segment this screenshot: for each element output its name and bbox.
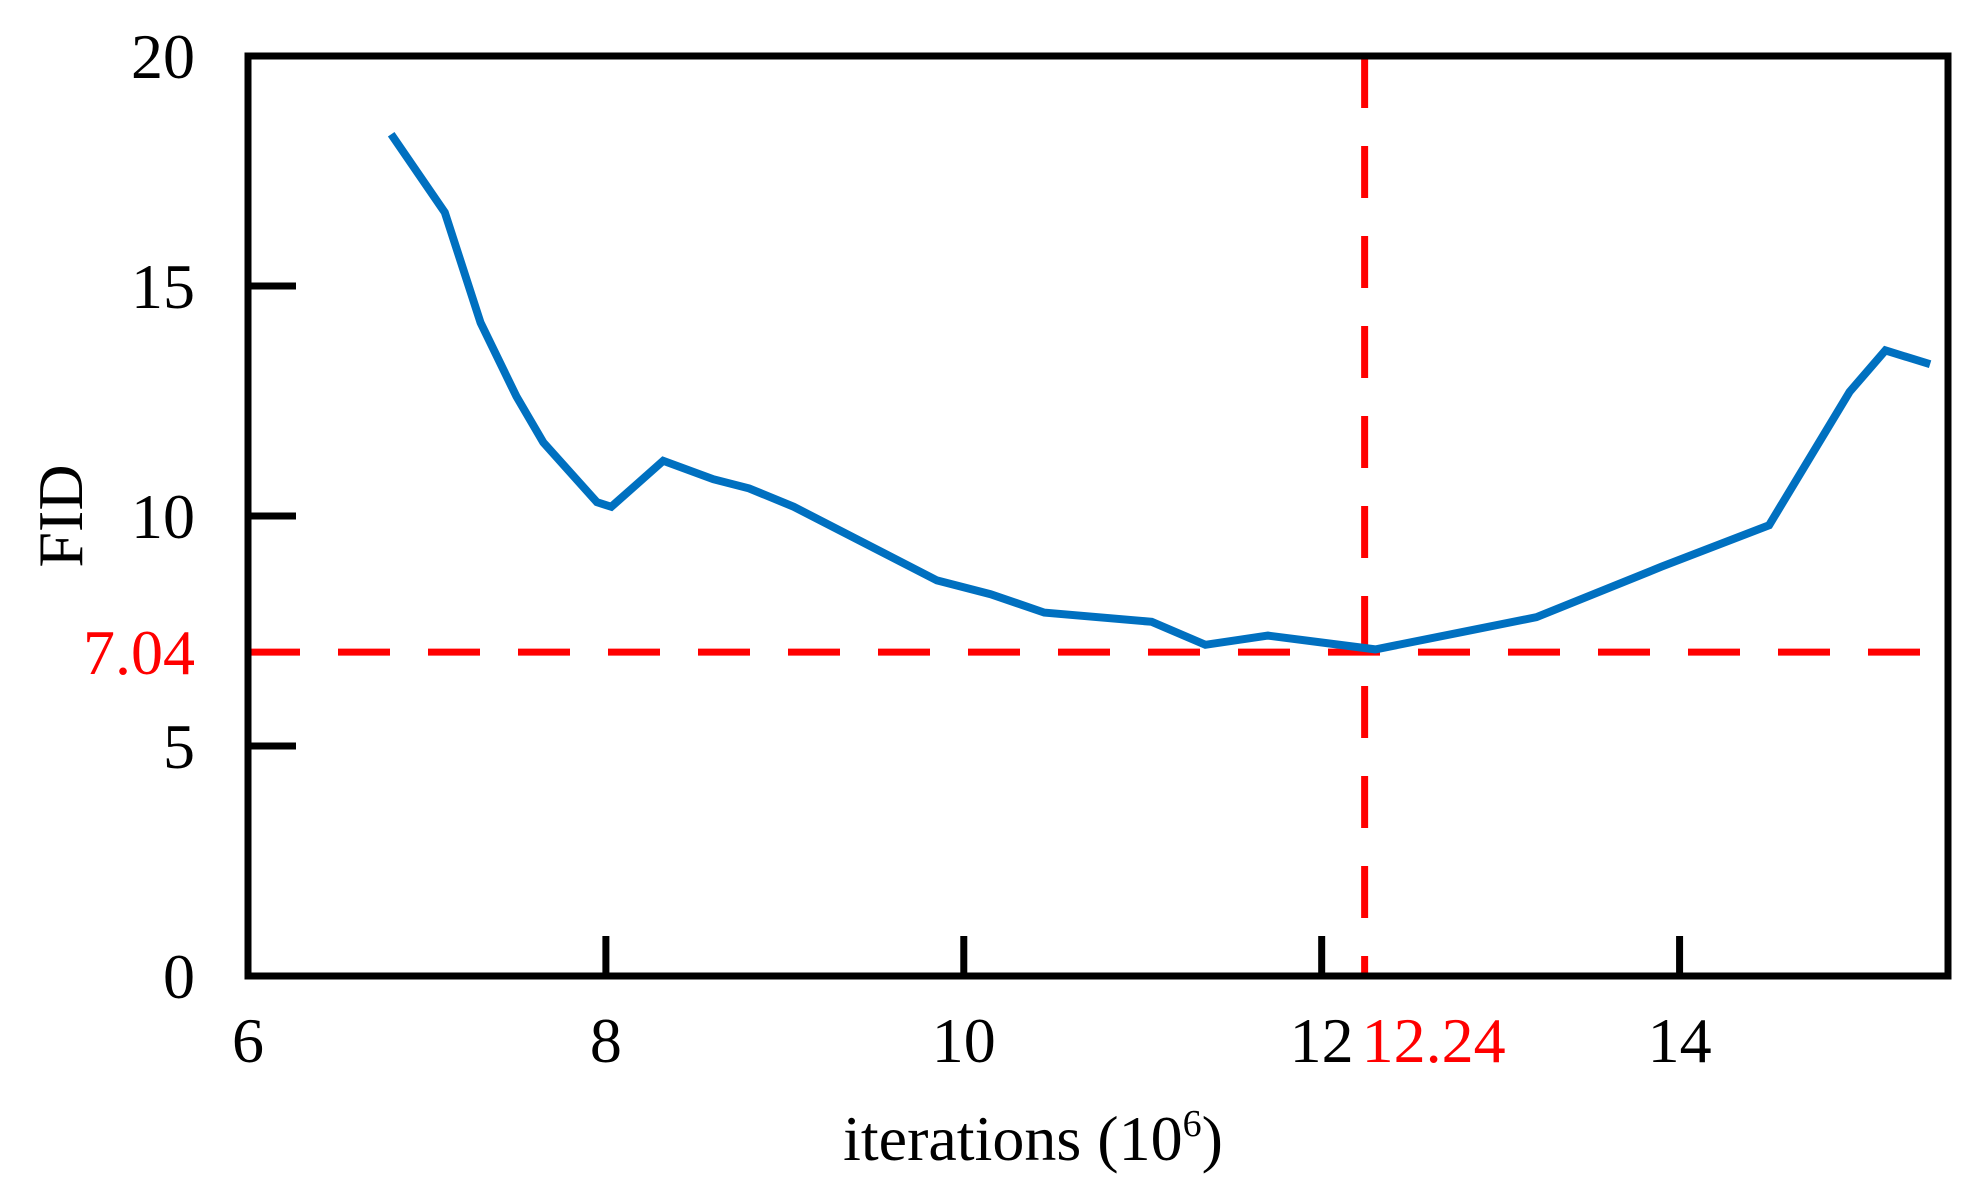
x-tick-marks: [602, 936, 1684, 976]
y-tick-labels: 0 5 10 15 20: [131, 21, 195, 1012]
y-tick-label: 20: [131, 21, 195, 92]
x-tick-labels: 6 8 10 12 14: [232, 1005, 1712, 1076]
y-tick-label: 10: [131, 481, 195, 552]
series-layer: [387, 131, 1932, 654]
x-tick-label: 14: [1648, 1005, 1712, 1076]
x-tick-label: 12: [1290, 1005, 1354, 1076]
x-axis-title: iterations (106): [843, 1103, 1223, 1174]
y-tick-label: 0: [163, 941, 195, 1012]
series-line: [387, 131, 1932, 654]
plot-frame: [244, 52, 1952, 980]
x-tick-label: 8: [590, 1005, 622, 1076]
x-axis-title-close: ): [1202, 1103, 1223, 1174]
reference-lines: [248, 56, 1948, 976]
horizontal-reference-label: 7.04: [83, 617, 195, 688]
y-tick-label: 15: [131, 251, 195, 322]
reference-labels: 7.04 12.24: [83, 617, 1506, 1076]
vertical-reference-label: 12.24: [1362, 1005, 1506, 1076]
y-tick-marks: [248, 282, 296, 750]
x-axis-title-exponent: 6: [1183, 1103, 1202, 1145]
x-tick-label: 6: [232, 1005, 264, 1076]
x-tick-label: 10: [932, 1005, 996, 1076]
y-tick-label: 5: [163, 711, 195, 782]
y-axis-title: FID: [25, 464, 96, 567]
x-axis-title-text: iterations (10: [843, 1103, 1182, 1174]
